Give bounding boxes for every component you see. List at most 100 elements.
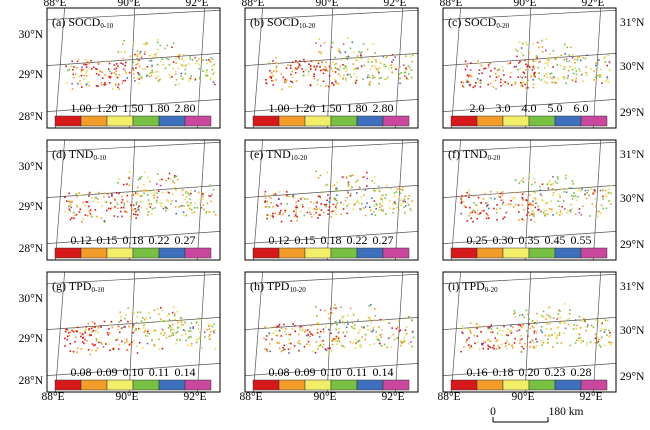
sample-point (572, 328, 575, 330)
sample-point (139, 176, 141, 179)
sample-point (565, 191, 568, 194)
sample-point (268, 76, 271, 78)
sample-point (69, 218, 72, 221)
sample-point (585, 66, 587, 68)
sample-point (185, 339, 187, 342)
sample-point (147, 211, 150, 213)
sample-point (474, 211, 477, 214)
sample-point (509, 203, 512, 205)
sample-point (493, 197, 496, 200)
sample-point (578, 333, 581, 336)
sample-point (555, 212, 558, 215)
sample-point (330, 211, 333, 213)
sample-point (195, 322, 198, 324)
sample-point (477, 60, 479, 62)
sample-point (533, 177, 535, 180)
sample-point (326, 183, 328, 186)
sample-point (295, 208, 297, 211)
legend-swatch (184, 247, 212, 259)
sample-point (368, 316, 371, 319)
sample-point (545, 73, 548, 75)
sample-point (481, 72, 483, 75)
sample-point (147, 330, 149, 333)
sample-point (138, 65, 141, 68)
sample-point (122, 183, 125, 186)
sample-point (105, 201, 108, 203)
sample-point (556, 327, 558, 329)
sample-point (369, 329, 372, 332)
sample-point (546, 213, 549, 216)
sample-point (527, 79, 529, 82)
sample-point (470, 75, 473, 78)
sample-point (67, 69, 69, 72)
sample-point (299, 64, 301, 67)
sample-point (330, 307, 332, 310)
sample-point (487, 344, 489, 347)
sample-point (362, 43, 365, 45)
sample-point (88, 329, 90, 331)
sample-point (526, 214, 528, 216)
sample-point (575, 70, 578, 72)
latitude-gridline (443, 9, 616, 21)
legend-break-value: 0.10 (123, 365, 144, 379)
sample-point (542, 310, 545, 313)
sample-point (538, 72, 540, 74)
sample-point (403, 198, 406, 200)
sample-point (172, 329, 175, 331)
sample-point (140, 320, 143, 322)
sample-point (123, 341, 126, 344)
sample-point (310, 324, 313, 327)
sample-point (206, 62, 209, 65)
sample-point (144, 330, 147, 332)
sample-point (105, 343, 107, 345)
sample-point (407, 78, 410, 81)
sample-point (187, 344, 190, 347)
sample-point (557, 178, 559, 180)
sample-point (142, 68, 144, 70)
sample-point (535, 60, 537, 62)
sample-point (137, 63, 139, 65)
sample-point (360, 54, 362, 57)
legend-break-value: 1.80 (149, 101, 170, 115)
sample-point (581, 188, 583, 190)
sample-point (135, 217, 137, 219)
legend-swatch (252, 379, 280, 391)
sample-point (132, 73, 135, 75)
sample-point (513, 65, 516, 68)
sample-point (552, 183, 555, 185)
sample-point (597, 338, 600, 341)
sample-point (110, 207, 113, 209)
map-panel-b: (b) SOCD10-201.00 1.20 1.50 1.80 2.80 (244, 7, 419, 129)
sample-point (374, 52, 376, 54)
sample-point (182, 204, 184, 207)
sample-point (332, 339, 334, 342)
sample-point (75, 204, 78, 206)
sample-point (559, 196, 561, 198)
legend-break-value: 0.18 (493, 365, 514, 379)
sample-point (380, 77, 382, 79)
sample-point (490, 324, 492, 326)
sample-point (266, 217, 268, 220)
sample-point (291, 70, 293, 73)
sample-point (176, 326, 179, 329)
sample-point (73, 217, 75, 220)
latitude-label: 31°N (620, 17, 645, 29)
legend-swatch (54, 379, 82, 391)
sample-point (599, 68, 602, 71)
sample-point (522, 208, 525, 211)
sample-point (335, 204, 338, 206)
sample-point (122, 63, 124, 65)
sample-point (198, 63, 200, 66)
sample-point (316, 314, 319, 317)
sample-point (460, 81, 463, 84)
sample-point (599, 345, 602, 348)
sample-point (144, 43, 147, 46)
map-panel-a: (a) SOCD0-101.00 1.20 1.50 1.80 2.80 (46, 7, 221, 129)
sample-point (189, 56, 191, 58)
sample-point (330, 311, 332, 314)
sample-point (598, 344, 601, 347)
legend-break-value: 3.0 (496, 101, 511, 115)
sample-point (64, 210, 66, 213)
sample-point (207, 323, 210, 326)
sample-point (336, 202, 339, 204)
